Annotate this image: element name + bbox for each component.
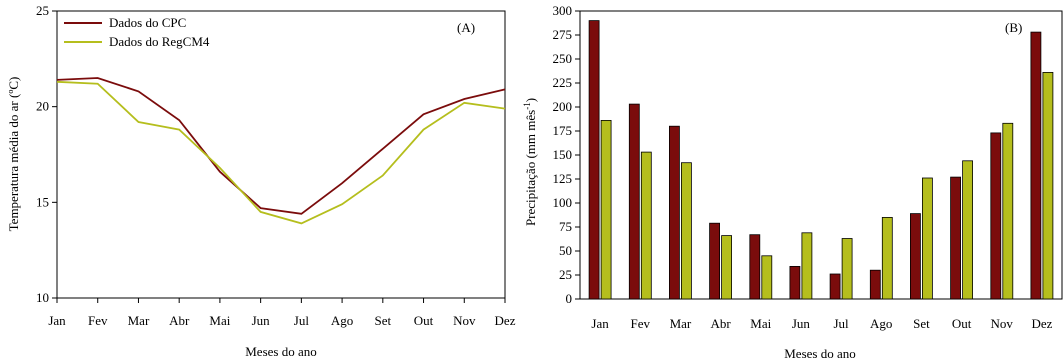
precipitation-bar-0 [990, 132, 1002, 300]
temperature-legend: Dados do CPC Dados do RegCM4 [64, 15, 210, 49]
precipitation-bar-0 [910, 213, 921, 300]
precipitation-y-tick-label: 150 [553, 147, 573, 162]
precipitation-x-tick-label: Fev [631, 316, 651, 331]
precipitation-bar-0 [1030, 31, 1042, 300]
precipitation-bar-1 [841, 238, 853, 300]
precipitation-x-tick-label: Jun [792, 316, 811, 331]
precipitation-x-tick-label: Nov [991, 316, 1014, 331]
temperature-x-tick-label: Jun [252, 313, 271, 328]
precipitation-plot-frame [579, 10, 1063, 300]
temperature-x-tick-label: Dez [495, 313, 516, 328]
precipitation-y-tick-label: 175 [553, 123, 573, 138]
precipitation-bar-0 [669, 125, 680, 300]
temperature-x-tick-label: Jul [294, 313, 310, 328]
temperature-y-tick-label: 15 [36, 194, 49, 209]
precipitation-y-axis-title-sup: -1 [522, 102, 532, 110]
temperature-chart: 10 15 20 25 Jan Fev Mar Abr Mai Jun Jul Ago Set Out No… [6, 3, 516, 359]
temperature-x-axis-title: Meses do ano [245, 344, 317, 359]
precipitation-bar-1 [1002, 122, 1014, 300]
precipitation-bar-1 [962, 160, 973, 300]
temperature-x-tick-label: Set [375, 313, 392, 328]
precipitation-bar-1 [1042, 72, 1054, 300]
precipitation-y-tick-label: 50 [559, 243, 572, 258]
temperature-y-tick-label: 20 [36, 99, 49, 114]
precipitation-y-tick-label: 0 [566, 291, 573, 306]
precipitation-y-tick-label: 75 [559, 219, 572, 234]
temperature-x-tick-label: Fev [88, 313, 108, 328]
precipitation-y-tick-label: 300 [553, 3, 573, 18]
precipitation-y-tick-label: 250 [553, 51, 573, 66]
temperature-x-tick-label: Abr [169, 313, 190, 328]
precipitation-bar-0 [588, 20, 600, 300]
precipitation-bars [588, 20, 1054, 300]
precipitation-y-axis-title: Precipitação (mm mês-1) [522, 98, 538, 226]
temperature-x-tick-label: Mar [128, 313, 150, 328]
precipitation-bar-0 [628, 103, 640, 300]
temperature-y-tick-label: 25 [36, 3, 49, 18]
precipitation-bar-1 [600, 120, 612, 300]
precipitation-bar-1 [640, 151, 652, 300]
precipitation-x-tick-label: Ago [870, 316, 892, 331]
precipitation-bar-1 [761, 255, 773, 300]
precipitation-x-tick-label: Jan [591, 316, 609, 331]
temperature-y-axis-title: Temperatura média do ar (ºC) [6, 77, 21, 232]
precipitation-y-axis-title-main: Precipitação (mm mês [523, 110, 538, 226]
temperature-axes: 10 15 20 25 Jan Fev Mar Abr Mai Jun Jul Ago Set Out No… [36, 3, 516, 328]
precipitation-x-tick-label: Jul [833, 316, 849, 331]
temperature-series [56, 77, 506, 225]
precipitation-y-tick-label: 225 [553, 75, 573, 90]
temperature-x-tick-label: Jan [48, 313, 66, 328]
precipitation-chart: Jan Fev Mar Abr Mai Jun Jul Ago Set Out Nov Dez 0 25 5… [522, 3, 1063, 361]
precipitation-x-tick-label: Set [913, 316, 930, 331]
temperature-x-tick-label: Nov [453, 313, 476, 328]
precipitation-bar-1 [881, 216, 893, 300]
precipitation-y-tick-label: 200 [553, 99, 573, 114]
precipitation-bar-0 [829, 273, 841, 300]
temperature-x-tick-label: Mai [209, 313, 230, 328]
precipitation-y-axis-title-end: ) [523, 98, 538, 102]
precipitation-bar-0 [749, 234, 761, 300]
precipitation-x-tick-label: Abr [710, 316, 731, 331]
precipitation-bar-0 [869, 269, 881, 300]
precipitation-y-tick-label: 275 [553, 27, 573, 42]
precipitation-x-tick-label: Out [952, 316, 972, 331]
precipitation-x-axis-title: Meses do ano [784, 346, 856, 361]
precipitation-y-tick-label: 125 [553, 171, 573, 186]
legend-label-cpc: Dados do CPC [109, 15, 186, 30]
precipitation-bar-1 [922, 177, 933, 300]
precipitation-bar-1 [801, 232, 813, 300]
precipitation-y-tick-label: 100 [553, 195, 573, 210]
temperature-plot-frame [56, 10, 506, 299]
legend-label-regcm4: Dados do RegCM4 [109, 34, 210, 49]
temperature-series-line-1 [56, 80, 506, 225]
precipitation-bar-0 [789, 265, 801, 300]
precipitation-x-tick-label: Mai [750, 316, 771, 331]
temperature-x-tick-label: Ago [331, 313, 353, 328]
precipitation-axes: Jan Fev Mar Abr Mai Jun Jul Ago Set Out Nov Dez 0 25 5… [553, 3, 1053, 331]
precipitation-y-tick-label: 25 [559, 267, 572, 282]
temperature-y-tick-label: 10 [36, 290, 49, 305]
temperature-panel-label: (A) [457, 20, 475, 35]
precipitation-bar-0 [709, 222, 720, 300]
temperature-x-tick-label: Out [414, 313, 434, 328]
precipitation-x-tick-label: Dez [1031, 316, 1052, 331]
precipitation-bar-1 [721, 235, 732, 300]
temperature-series-line-0 [56, 77, 506, 215]
precipitation-x-tick-label: Mar [670, 316, 692, 331]
precipitation-panel-label: (B) [1005, 20, 1022, 35]
precipitation-bar-0 [950, 176, 961, 300]
precipitation-bar-1 [681, 162, 692, 300]
